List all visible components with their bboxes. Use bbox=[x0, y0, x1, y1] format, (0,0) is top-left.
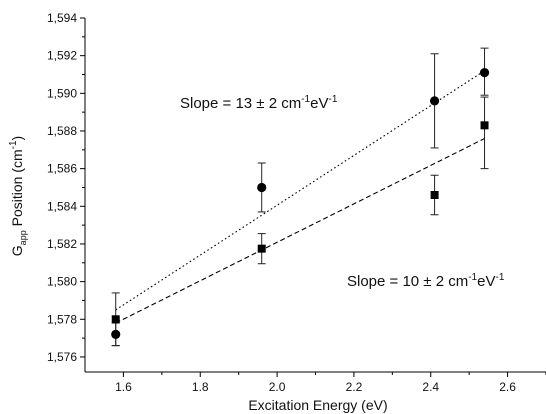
fit-line-circles bbox=[115, 70, 485, 311]
x-tick-label: 2.6 bbox=[499, 380, 516, 394]
fit-lines bbox=[115, 70, 485, 324]
y-tick-label: 1,586 bbox=[47, 162, 77, 176]
fit-line-squares bbox=[115, 138, 485, 324]
x-tick-label: 1.8 bbox=[192, 380, 209, 394]
y-tick-label: 1,576 bbox=[47, 350, 77, 364]
y-tick-label: 1,594 bbox=[47, 11, 77, 25]
y-tick-label: 1,590 bbox=[47, 86, 77, 100]
y-tick-label: 1,580 bbox=[47, 275, 77, 289]
x-axis-title: Excitation Energy (eV) bbox=[248, 397, 387, 413]
data-point-circle bbox=[479, 68, 490, 78]
slope-annotation-lower: Slope = 10 ± 2 cm-1eV-1 bbox=[347, 272, 505, 290]
data-point-square bbox=[257, 244, 266, 253]
markers bbox=[111, 68, 490, 339]
y-tick-label: 1,592 bbox=[47, 49, 77, 63]
x-tick-label: 2.2 bbox=[346, 380, 363, 394]
y-tick-label: 1,582 bbox=[47, 237, 77, 251]
data-point-square bbox=[111, 315, 120, 324]
slope-annotation-upper: Slope = 13 ± 2 cm-1eV-1 bbox=[180, 94, 338, 112]
data-point-square bbox=[430, 191, 439, 199]
data-point-square bbox=[480, 121, 489, 130]
x-tick-label: 2.4 bbox=[422, 380, 439, 394]
y-axis-title: Gapp Position (cm-1) bbox=[8, 136, 28, 256]
axes: 1,576 1,578 1,580 1,582 1,584 1,586 1,588 1,590… bbox=[47, 11, 546, 394]
data-point-circle bbox=[429, 96, 440, 106]
y-tick-label: 1,584 bbox=[47, 199, 77, 213]
y-tick-label: 1,588 bbox=[47, 124, 77, 138]
x-tick-label: 2.0 bbox=[269, 380, 286, 394]
y-tick-label: 1,578 bbox=[47, 312, 77, 326]
data-point-circle bbox=[257, 182, 267, 193]
x-tick-label: 1.6 bbox=[115, 380, 132, 394]
data-point-circle bbox=[111, 329, 121, 339]
